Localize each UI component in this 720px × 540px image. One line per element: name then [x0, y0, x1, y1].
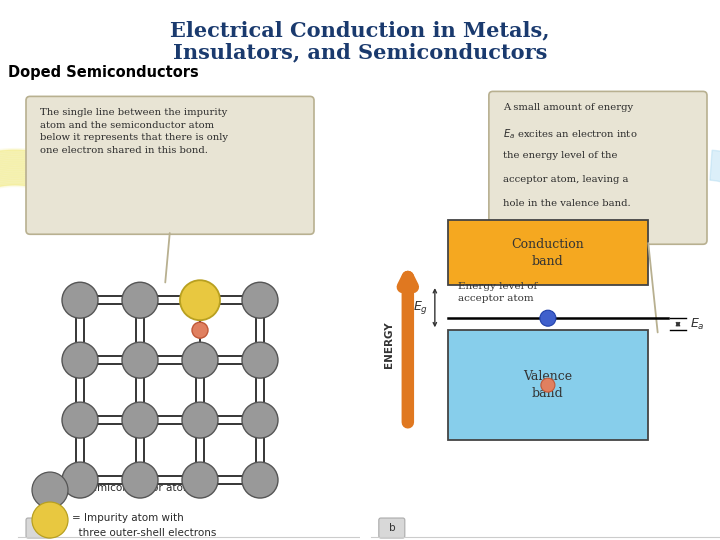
Circle shape	[242, 462, 278, 498]
Circle shape	[182, 402, 218, 438]
Text: acceptor atom, leaving a: acceptor atom, leaving a	[503, 176, 629, 184]
Circle shape	[122, 462, 158, 498]
Circle shape	[541, 378, 555, 392]
Circle shape	[242, 282, 278, 318]
Circle shape	[242, 402, 278, 438]
Text: the energy level of the: the energy level of the	[503, 151, 617, 160]
Text: Doped Semiconductors: Doped Semiconductors	[8, 65, 199, 80]
Polygon shape	[0, 150, 47, 277]
Text: $E_a$ excites an electron into: $E_a$ excites an electron into	[503, 127, 637, 141]
Bar	[448, 330, 648, 440]
FancyBboxPatch shape	[489, 91, 707, 244]
Polygon shape	[710, 150, 720, 289]
Circle shape	[180, 280, 220, 320]
Circle shape	[182, 342, 218, 378]
Circle shape	[540, 310, 556, 326]
Text: three outer-shell electrons: three outer-shell electrons	[72, 528, 217, 538]
Circle shape	[242, 342, 278, 378]
Text: b: b	[389, 523, 395, 533]
Text: = Impurity atom with: = Impurity atom with	[72, 513, 184, 523]
Text: Energy level of
acceptor atom: Energy level of acceptor atom	[458, 282, 537, 303]
Text: Electrical Conduction in Metals,: Electrical Conduction in Metals,	[170, 20, 550, 40]
Circle shape	[62, 342, 98, 378]
Text: The single line between the impurity
atom and the semiconductor atom
below it re: The single line between the impurity ato…	[40, 109, 228, 155]
Circle shape	[192, 322, 208, 338]
Text: ENERGY: ENERGY	[384, 322, 394, 368]
Text: Insulators, and Semiconductors: Insulators, and Semiconductors	[173, 42, 547, 62]
Text: Conduction
band: Conduction band	[511, 238, 585, 268]
Circle shape	[62, 462, 98, 498]
Circle shape	[122, 282, 158, 318]
Text: a: a	[36, 523, 42, 533]
Circle shape	[62, 402, 98, 438]
Circle shape	[122, 342, 158, 378]
Circle shape	[32, 502, 68, 538]
Circle shape	[62, 282, 98, 318]
Text: $E_g$: $E_g$	[413, 299, 428, 316]
Text: $E_a$: $E_a$	[690, 316, 705, 332]
FancyBboxPatch shape	[26, 518, 52, 538]
Text: hole in the valence band.: hole in the valence band.	[503, 199, 631, 208]
Circle shape	[32, 472, 68, 508]
Text: = Semiconductor atoms: = Semiconductor atoms	[72, 483, 199, 493]
Text: Valence
band: Valence band	[523, 370, 572, 400]
Circle shape	[182, 462, 218, 498]
Text: A small amount of energy: A small amount of energy	[503, 103, 633, 112]
Circle shape	[122, 402, 158, 438]
FancyBboxPatch shape	[26, 97, 314, 234]
Bar	[448, 220, 648, 285]
FancyBboxPatch shape	[379, 518, 405, 538]
